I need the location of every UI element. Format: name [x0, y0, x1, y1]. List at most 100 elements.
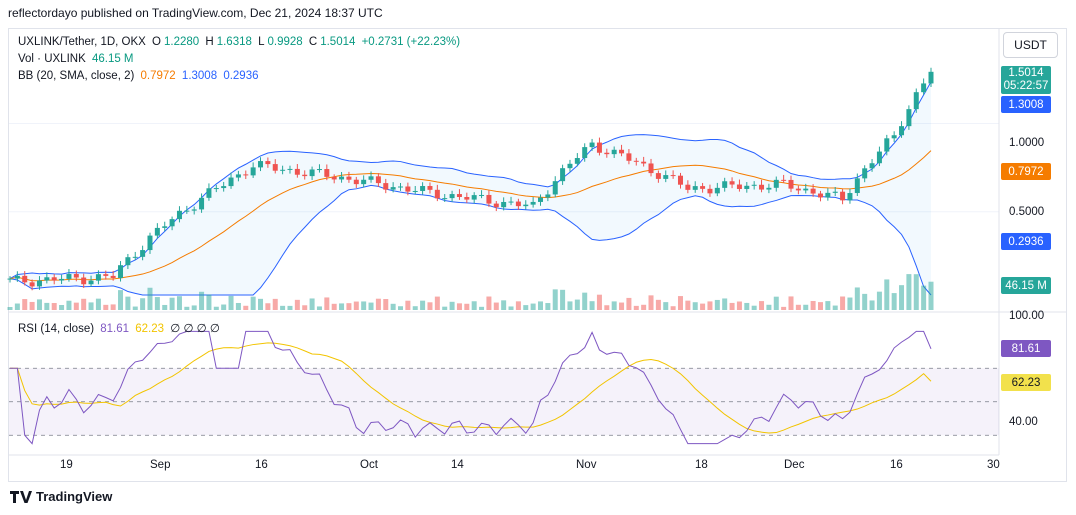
candle-body [700, 186, 706, 189]
volume-bar [781, 306, 787, 310]
volume-bar [471, 301, 477, 310]
volume-bar [515, 301, 521, 310]
volume-bar [59, 305, 65, 310]
volume-bar [287, 305, 293, 310]
candle-body [191, 209, 197, 211]
volume-bar [88, 302, 94, 310]
candle-body [493, 203, 499, 208]
candle-body [59, 278, 65, 281]
volume-bar [825, 301, 831, 310]
candle-body [309, 169, 315, 177]
candle-body [280, 169, 286, 171]
volume-bar [744, 302, 750, 310]
rsi-line [10, 330, 932, 445]
volume-bar [810, 300, 816, 310]
bb-lower-line [9, 184, 932, 296]
volume-bar [36, 299, 42, 310]
candle-body [199, 197, 205, 210]
candle-body [751, 184, 757, 186]
candle-body [810, 188, 816, 194]
volume-bar [199, 291, 205, 310]
volume-bar [840, 296, 846, 310]
bb-legend: BB (20, SMA, close, 2) 0.7972 1.3008 0.2… [18, 70, 259, 82]
candle-body [95, 274, 101, 281]
volume-bar [655, 299, 661, 310]
volume-bar [862, 293, 868, 310]
high-value: 1.6318 [216, 36, 252, 48]
volume-bar [309, 298, 315, 310]
volume-bar [493, 302, 499, 310]
bb-lower-tag: 0.2936 [1001, 233, 1051, 250]
volume-bar [906, 274, 912, 310]
volume-tag: 46.15 M [1001, 277, 1051, 294]
volume-bar [346, 303, 352, 310]
candle-body [390, 187, 396, 190]
bb-lower-value: 0.2936 [223, 70, 259, 82]
candle-body [449, 194, 455, 199]
candle-body [265, 161, 271, 165]
candle-body [44, 277, 50, 281]
volume-bar [213, 306, 219, 310]
candle-body [862, 168, 868, 179]
candle-body [147, 235, 153, 251]
rsi-tag: 81.61 [1001, 340, 1051, 357]
volume-bar [368, 302, 374, 310]
candle-body [36, 280, 42, 287]
volume-bar [169, 297, 175, 310]
volume-bar [154, 297, 160, 310]
candle-body [471, 195, 477, 200]
candle-body [537, 197, 543, 202]
candle-body [619, 149, 625, 154]
price-tick-0-5: 0.5000 [1009, 206, 1045, 218]
candle-body [884, 138, 890, 152]
volume-bar [611, 301, 617, 310]
candle-body [258, 161, 264, 168]
bb-upper-tag: 1.3008 [1001, 96, 1051, 113]
candle-body [663, 175, 669, 179]
candle-body [331, 176, 337, 180]
volume-bar [567, 301, 573, 310]
candle-body [854, 178, 860, 194]
candle-body [714, 187, 720, 194]
volume-bar [339, 303, 345, 310]
candle-body [582, 147, 588, 159]
candle-body [427, 186, 433, 190]
volume-bar [243, 305, 249, 310]
volume-bar [302, 305, 308, 310]
volume-bar [486, 296, 492, 310]
volume-bar [250, 296, 256, 310]
time-label: Sep [150, 459, 171, 471]
candle-body [412, 190, 418, 192]
candle-body [434, 189, 440, 199]
candle-body [29, 282, 35, 287]
volume-bar [235, 302, 241, 310]
candle-body [375, 176, 381, 184]
volume-bar [191, 305, 197, 310]
volume-bar [648, 295, 654, 310]
volume-bar [928, 281, 934, 310]
bb-upper-value: 1.3008 [181, 70, 218, 82]
candle-body [736, 184, 742, 189]
volume-bar [803, 304, 809, 310]
volume-bar [876, 291, 882, 310]
candle-body [574, 158, 580, 164]
volume-bar [854, 287, 860, 310]
volume-bar [405, 300, 411, 310]
currency-button[interactable]: USDT [1003, 32, 1058, 58]
rsi-legend: RSI (14, close) 81.61 62.23 ∅ ∅ ∅ ∅ [18, 323, 220, 335]
close-value: 1.5014 [320, 36, 356, 48]
candle-body [176, 210, 182, 220]
candle-body [788, 179, 794, 189]
volume-bar [589, 301, 595, 310]
candle-body [921, 83, 927, 93]
volume-bar [265, 303, 271, 310]
volume-bar [560, 289, 566, 310]
candle-body [773, 179, 779, 188]
volume-bar [596, 294, 602, 310]
candle-body [560, 168, 566, 182]
volume-bar [162, 304, 168, 310]
volume-bar [398, 306, 404, 310]
candle-body [51, 277, 57, 281]
volume-bar [545, 303, 551, 310]
